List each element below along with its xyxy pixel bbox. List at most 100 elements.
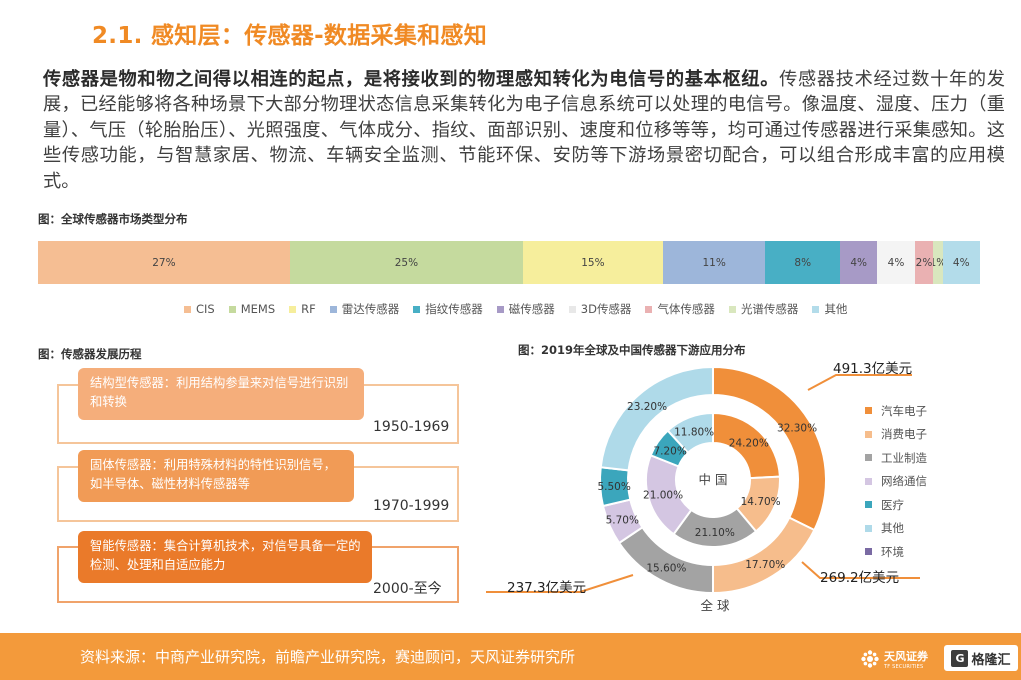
- legend-item: 其他: [812, 301, 847, 317]
- stack-segment-label: 15%: [581, 256, 605, 269]
- stack-segment-label: 27%: [152, 256, 176, 269]
- donut-legend-label: 医疗: [881, 497, 904, 512]
- donut-legend-item: 医疗: [865, 493, 927, 517]
- china-value-label: 24.20%: [729, 437, 769, 449]
- china-value-label: 14.70%: [741, 496, 781, 508]
- donut-legend-swatch: [865, 477, 872, 485]
- callout-text-1: 491.3亿美元: [833, 361, 912, 377]
- intro-bold-text: 传感器是物和物之间得以相连的起点，是将接收到的物理感知转化为电信号的基本枢纽。: [43, 69, 780, 90]
- donut-legend-item: 汽车电子: [865, 399, 927, 423]
- china-slice-6: [666, 411, 714, 455]
- donut-legend-label: 环境: [881, 544, 904, 559]
- stack-segment-label: 8%: [794, 256, 812, 269]
- tf-logo-en: TF SECURITIES: [884, 664, 924, 670]
- legend-item: CIS: [184, 301, 215, 317]
- global-value-label: 32.30%: [777, 423, 817, 435]
- figure3-caption: 图：2019年全球及中国传感器下游应用分布: [518, 343, 746, 357]
- donut-legend-swatch: [865, 454, 872, 462]
- legend-item: RF: [289, 301, 316, 317]
- legend-label: CIS: [196, 302, 215, 316]
- stack-segment-label: 4%: [887, 256, 905, 269]
- legend-item: 气体传感器: [645, 301, 715, 317]
- legend-swatch: [228, 305, 236, 313]
- timeline-stage-2-years: 1970-1999: [373, 498, 450, 514]
- legend-label: RF: [301, 302, 316, 316]
- global-value-label: 5.50%: [597, 481, 630, 493]
- callout-text-3: 237.3亿美元: [507, 580, 586, 596]
- legend-label: 光谱传感器: [740, 302, 799, 316]
- china-value-label: 21.10%: [695, 527, 735, 539]
- gelonghui-text: 格隆汇: [971, 652, 1011, 668]
- stack-segment-10: 4%: [942, 241, 980, 284]
- donut-legend-swatch: [865, 524, 872, 532]
- gelonghui-icon: G: [951, 649, 969, 667]
- legend-swatch: [812, 305, 820, 313]
- callout-line-3: [486, 574, 634, 593]
- timeline-card-3: 智能传感器：集合计算机技术，对信号具备一定的检测、处理和自适应能力: [78, 531, 372, 583]
- downstream-legend: 汽车电子 消费电子 工业制造网络通信医疗其他环境: [865, 399, 927, 564]
- china-value-label: 21.00%: [643, 490, 683, 502]
- donut-legend-swatch: [865, 501, 872, 509]
- stack-segment-8: 2%: [914, 241, 934, 284]
- legend-item: 3D传感器: [568, 301, 631, 317]
- legend-label: 雷达传感器: [341, 302, 400, 316]
- donut-legend-item: 工业制造: [865, 446, 927, 470]
- global-value-label: 17.70%: [745, 559, 785, 571]
- china-ring: [645, 411, 781, 548]
- source-note: 资料来源：中商产业研究院，前瞻产业研究院，赛迪顾问，天风证券研究所: [80, 648, 576, 666]
- ring-value-labels: 32.30% 17.70% 15.60% 5.70% 5.50% 23.20% 24.20%…: [597, 401, 817, 574]
- legend-item: 雷达传感器: [329, 301, 400, 317]
- gelonghui-watermark: G 格隆汇: [944, 645, 1018, 671]
- stack-segment-2: 25%: [289, 241, 523, 284]
- donut-legend-label: 其他: [881, 521, 904, 536]
- legend-item: MEMS: [228, 301, 276, 317]
- stack-segment-label: 4%: [952, 256, 970, 269]
- stack-segment-7: 4%: [877, 241, 915, 284]
- global-value-label: 5.70%: [606, 515, 639, 527]
- legend-swatch: [645, 305, 653, 313]
- legend-swatch: [413, 305, 421, 313]
- donut-legend-item: 网络通信: [865, 470, 927, 494]
- donut-legend-swatch: [865, 430, 872, 438]
- global-ring: [599, 365, 827, 595]
- legend-label: 其他: [824, 302, 848, 316]
- donut-legend-item: 其他: [865, 517, 927, 541]
- donut-legend-label: 网络通信: [881, 474, 927, 489]
- stack-segment-9: 1%: [933, 241, 943, 284]
- callout-line-1: [807, 374, 912, 391]
- global-ring-label: 全 球: [701, 598, 730, 613]
- legend-label: MEMS: [240, 302, 276, 316]
- legend-swatch: [568, 305, 576, 313]
- callout-line-2: [801, 561, 920, 579]
- legend-label: 磁传感器: [508, 302, 555, 316]
- legend-label: 气体传感器: [657, 302, 715, 316]
- callout-text-2: 269.2亿美元: [820, 570, 899, 586]
- footer-bar: [0, 633, 1021, 680]
- stack-segment-1: 27%: [38, 241, 290, 284]
- china-value-label: 11.80%: [674, 427, 714, 439]
- donut-legend-swatch: [865, 548, 872, 556]
- legend-item: 磁传感器: [496, 301, 555, 317]
- donut-legend-item: 环境: [865, 540, 927, 564]
- legend-swatch: [184, 305, 191, 313]
- stack-segment-label: 1%: [933, 257, 942, 269]
- timeline-card-1: 结构型传感器：利用结构参量来对信号进行识别和转换: [78, 368, 364, 420]
- legend-item: 光谱传感器: [728, 301, 799, 317]
- intro-paragraph: 传感器是物和物之间得以相连的起点，是将接收到的物理感知转化为电信号的基本枢纽。传…: [43, 67, 1005, 194]
- stack-segment-label: 25%: [394, 256, 419, 269]
- stack-segment-3: 15%: [522, 241, 663, 284]
- china-value-label: 7.20%: [653, 446, 686, 458]
- timeline-stage-1-years: 1950-1969: [373, 419, 450, 435]
- donut-legend-swatch: [865, 407, 872, 415]
- stack-segment-4: 11%: [662, 241, 766, 284]
- timeline-card-2: 固体传感器：利用特殊材料的特性识别信号，如半导体、磁性材料传感器等: [78, 450, 354, 502]
- timeline-stage-3-years: 2000-至今: [373, 581, 442, 597]
- tf-flower-icon: [861, 650, 879, 668]
- legend-swatch: [728, 305, 736, 313]
- donut-legend-item: 消费电子: [865, 423, 927, 447]
- stack-segment-5: 8%: [765, 241, 841, 284]
- page-title: 2.1. 感知层：传感器-数据采集和感知: [92, 23, 488, 49]
- stack-segment-6: 4%: [840, 241, 878, 284]
- legend-item: 指纹传感器: [413, 301, 483, 317]
